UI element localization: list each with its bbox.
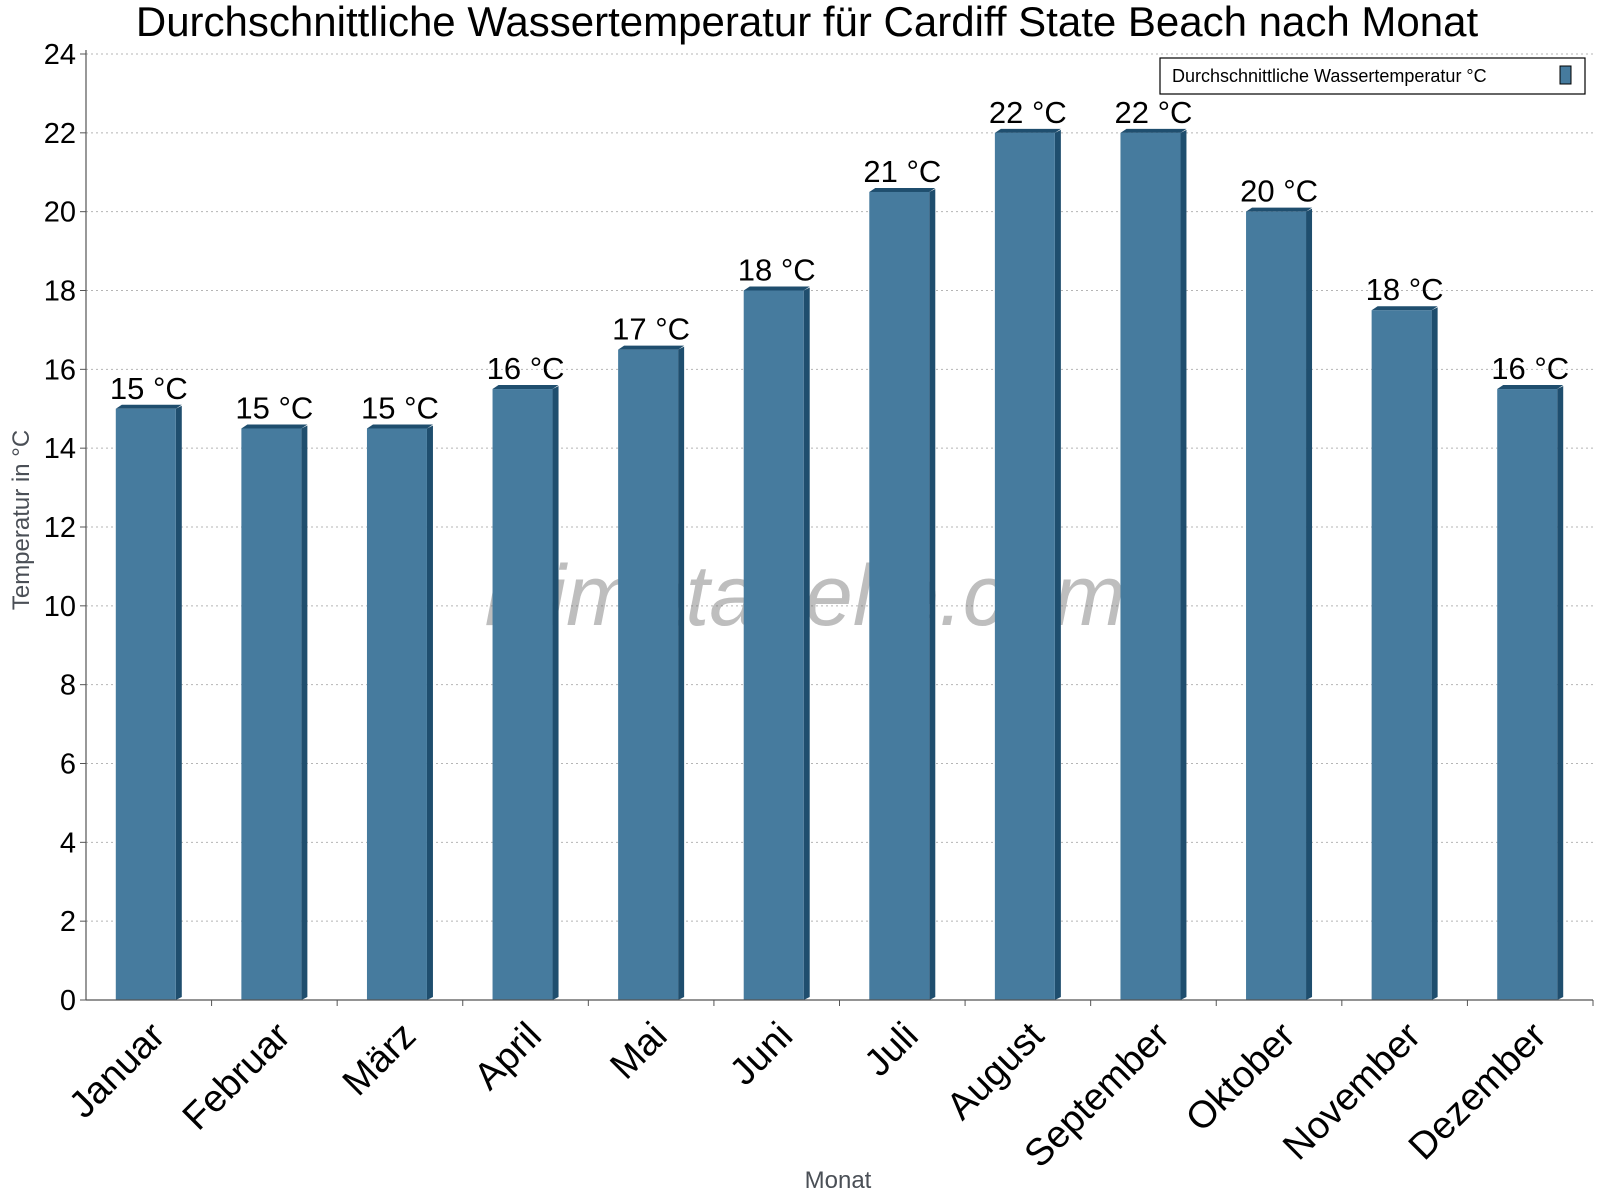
bar-top: [1371, 306, 1438, 311]
legend-swatch: [1559, 65, 1572, 85]
bar-face: [994, 132, 1055, 1001]
bar: [241, 424, 308, 1000]
bar-top: [994, 128, 1061, 133]
y-tick-label: 0: [60, 985, 76, 1017]
bar: [1371, 306, 1438, 1000]
bar: [618, 345, 685, 1000]
y-tick-label: 22: [44, 118, 76, 150]
data-label: 16 °C: [1491, 351, 1569, 386]
y-tick-label: 2: [60, 906, 76, 938]
legend-label: Durchschnittliche Wassertemperatur °C: [1172, 66, 1487, 86]
bar-face: [618, 349, 679, 1000]
y-tick-label: 16: [44, 354, 76, 386]
bar: [1246, 207, 1313, 1000]
bar-side: [678, 346, 685, 1000]
x-tick-label: Oktober: [1178, 1014, 1304, 1140]
bar-face: [1371, 310, 1432, 1000]
gridlines: [86, 53, 1593, 922]
x-axis-label: Monat: [805, 1167, 872, 1194]
x-tick-label: Juni: [722, 1015, 801, 1094]
bar-top: [743, 286, 810, 291]
legend: Durchschnittliche Wassertemperatur °C: [1159, 57, 1586, 95]
data-label: 22 °C: [989, 95, 1067, 130]
bar-top: [869, 187, 936, 192]
bar: [492, 385, 559, 1001]
y-tick-label: 12: [44, 512, 76, 544]
data-label: 22 °C: [1115, 95, 1193, 130]
bar: [1120, 128, 1187, 1001]
bar-top: [241, 424, 308, 429]
x-tick-label: Mai: [602, 1015, 675, 1088]
bar: [115, 404, 182, 1000]
bar-side: [929, 188, 936, 1001]
y-axis-label: Temperatur in °C: [8, 430, 35, 610]
bar-face: [115, 408, 176, 1000]
bar-side: [1054, 129, 1061, 1001]
bar-face: [1120, 132, 1181, 1001]
bar-face: [241, 428, 302, 1000]
x-tick-label: Dezember: [1401, 1014, 1555, 1168]
y-tick-label: 20: [44, 197, 76, 229]
x-tick-label: Februar: [175, 1014, 299, 1138]
x-tick-label: März: [335, 1015, 424, 1104]
bars: [115, 128, 1564, 1001]
x-tick-label: August: [939, 1014, 1053, 1128]
y-tick-label: 8: [60, 670, 76, 702]
chart-title: Durchschnittliche Wassertemperatur für C…: [136, 0, 1479, 45]
bar: [869, 187, 936, 1001]
bar-top: [366, 424, 433, 429]
bar-face: [869, 191, 930, 1001]
value-labels: 15 °C 15 °C 15 °C 16 °C 17 °C 18 °C 21 °C 22 °C…: [110, 95, 1569, 426]
bar: [366, 424, 433, 1000]
bar-side: [1557, 386, 1564, 1001]
data-label: 15 °C: [235, 390, 313, 425]
bar-top: [492, 385, 559, 390]
bar-side: [175, 405, 182, 1000]
y-tick-label: 24: [44, 39, 76, 71]
legend-box: [1159, 57, 1586, 95]
bar-face: [1497, 389, 1558, 1001]
y-tick-label: 6: [60, 749, 76, 781]
data-label: 20 °C: [1240, 174, 1318, 209]
data-label: 18 °C: [1366, 272, 1444, 307]
bar-face: [492, 389, 553, 1001]
bar-top: [1120, 128, 1187, 133]
x-tick-label: Juli: [857, 1015, 927, 1085]
data-label: 21 °C: [863, 154, 941, 189]
data-label: 17 °C: [612, 312, 690, 347]
bar-side: [1180, 129, 1187, 1001]
bar-face: [743, 290, 804, 1000]
bar-top: [115, 404, 182, 409]
bar-side: [1431, 307, 1438, 1000]
data-label: 18 °C: [738, 253, 816, 288]
x-tick-label: April: [466, 1015, 549, 1098]
bar-side: [803, 287, 810, 1000]
bar-side: [426, 425, 433, 1000]
bar-side: [301, 425, 308, 1000]
bar-top: [1497, 385, 1564, 390]
y-tick-label: 18: [44, 276, 76, 308]
bar-side: [552, 386, 559, 1001]
y-tick-label: 10: [44, 591, 76, 623]
bar-top: [618, 345, 685, 350]
bar-face: [366, 428, 427, 1000]
bar-face: [1246, 211, 1307, 1000]
bar: [994, 128, 1061, 1001]
data-label: 16 °C: [487, 351, 565, 386]
x-tick-label: Januar: [61, 1014, 173, 1126]
bar: [743, 286, 810, 1000]
data-label: 15 °C: [361, 390, 439, 425]
y-tick-label: 4: [60, 827, 76, 859]
bar: [1497, 385, 1564, 1001]
data-label: 15 °C: [110, 371, 188, 406]
bar-side: [1306, 208, 1313, 1000]
bar-top: [1246, 207, 1313, 212]
y-tick-label: 14: [44, 433, 76, 465]
